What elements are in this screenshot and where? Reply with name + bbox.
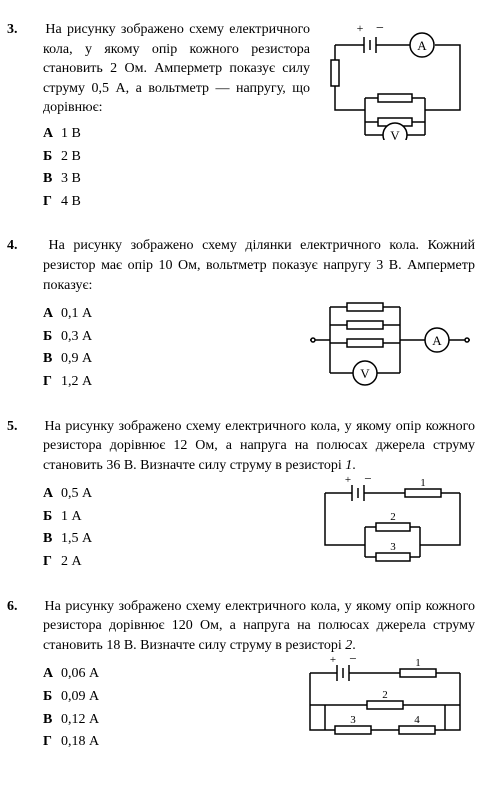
question-text: На рисунку зображено схему електричного … bbox=[43, 599, 475, 653]
circuit-diagram-6: + − 1 2 3 4 bbox=[295, 655, 475, 750]
svg-text:−: − bbox=[376, 21, 384, 36]
circuit-diagram-5: + − 1 2 3 bbox=[310, 475, 475, 565]
svg-text:A: A bbox=[432, 333, 442, 348]
question-number: 6. bbox=[25, 597, 40, 617]
svg-text:4: 4 bbox=[414, 714, 420, 726]
question-text: На рисунку зображено схему електричного … bbox=[43, 419, 475, 473]
svg-text:V: V bbox=[360, 366, 370, 381]
svg-text:3: 3 bbox=[390, 541, 396, 553]
svg-text:−: − bbox=[364, 475, 371, 486]
svg-text:1: 1 bbox=[420, 477, 426, 489]
svg-text:−: − bbox=[349, 655, 356, 666]
question-text: На рисунку зображено схему електричного … bbox=[43, 22, 310, 115]
question-number: 5. bbox=[25, 417, 40, 437]
circuit-diagram-4: A V bbox=[305, 295, 475, 390]
svg-text:2: 2 bbox=[382, 689, 388, 701]
svg-text:+: + bbox=[330, 655, 336, 666]
options: А0,1 А Б0,3 А В0,9 А Г1,2 А bbox=[25, 301, 295, 394]
options: А1 В Б2 В В3 В Г4 В bbox=[25, 124, 310, 211]
question-3: 3. На рисунку зображено схему електрично… bbox=[25, 20, 475, 214]
svg-text:+: + bbox=[345, 475, 351, 486]
svg-text:2: 2 bbox=[390, 511, 396, 523]
question-4: 4. На рисунку зображено схему ділянки ел… bbox=[25, 236, 475, 394]
question-number: 3. bbox=[25, 20, 40, 40]
svg-text:+: + bbox=[357, 21, 364, 35]
svg-text:1: 1 bbox=[415, 657, 421, 669]
svg-text:V: V bbox=[390, 128, 400, 140]
svg-text:3: 3 bbox=[350, 714, 356, 726]
options: А0,06 А Б0,09 А В0,12 А Г0,18 А bbox=[25, 661, 285, 754]
question-text: На рисунку зображено схему ділянки елект… bbox=[43, 238, 475, 292]
svg-text:A: A bbox=[417, 38, 427, 53]
circuit-diagram-3: A V + − bbox=[320, 20, 475, 140]
options: А0,5 А Б1 А В1,5 А Г2 А bbox=[25, 481, 300, 574]
question-5: 5. На рисунку зображено схему електрично… bbox=[25, 417, 475, 575]
question-6: 6. На рисунку зображено схему електрично… bbox=[25, 597, 475, 755]
question-number: 4. bbox=[25, 236, 40, 256]
